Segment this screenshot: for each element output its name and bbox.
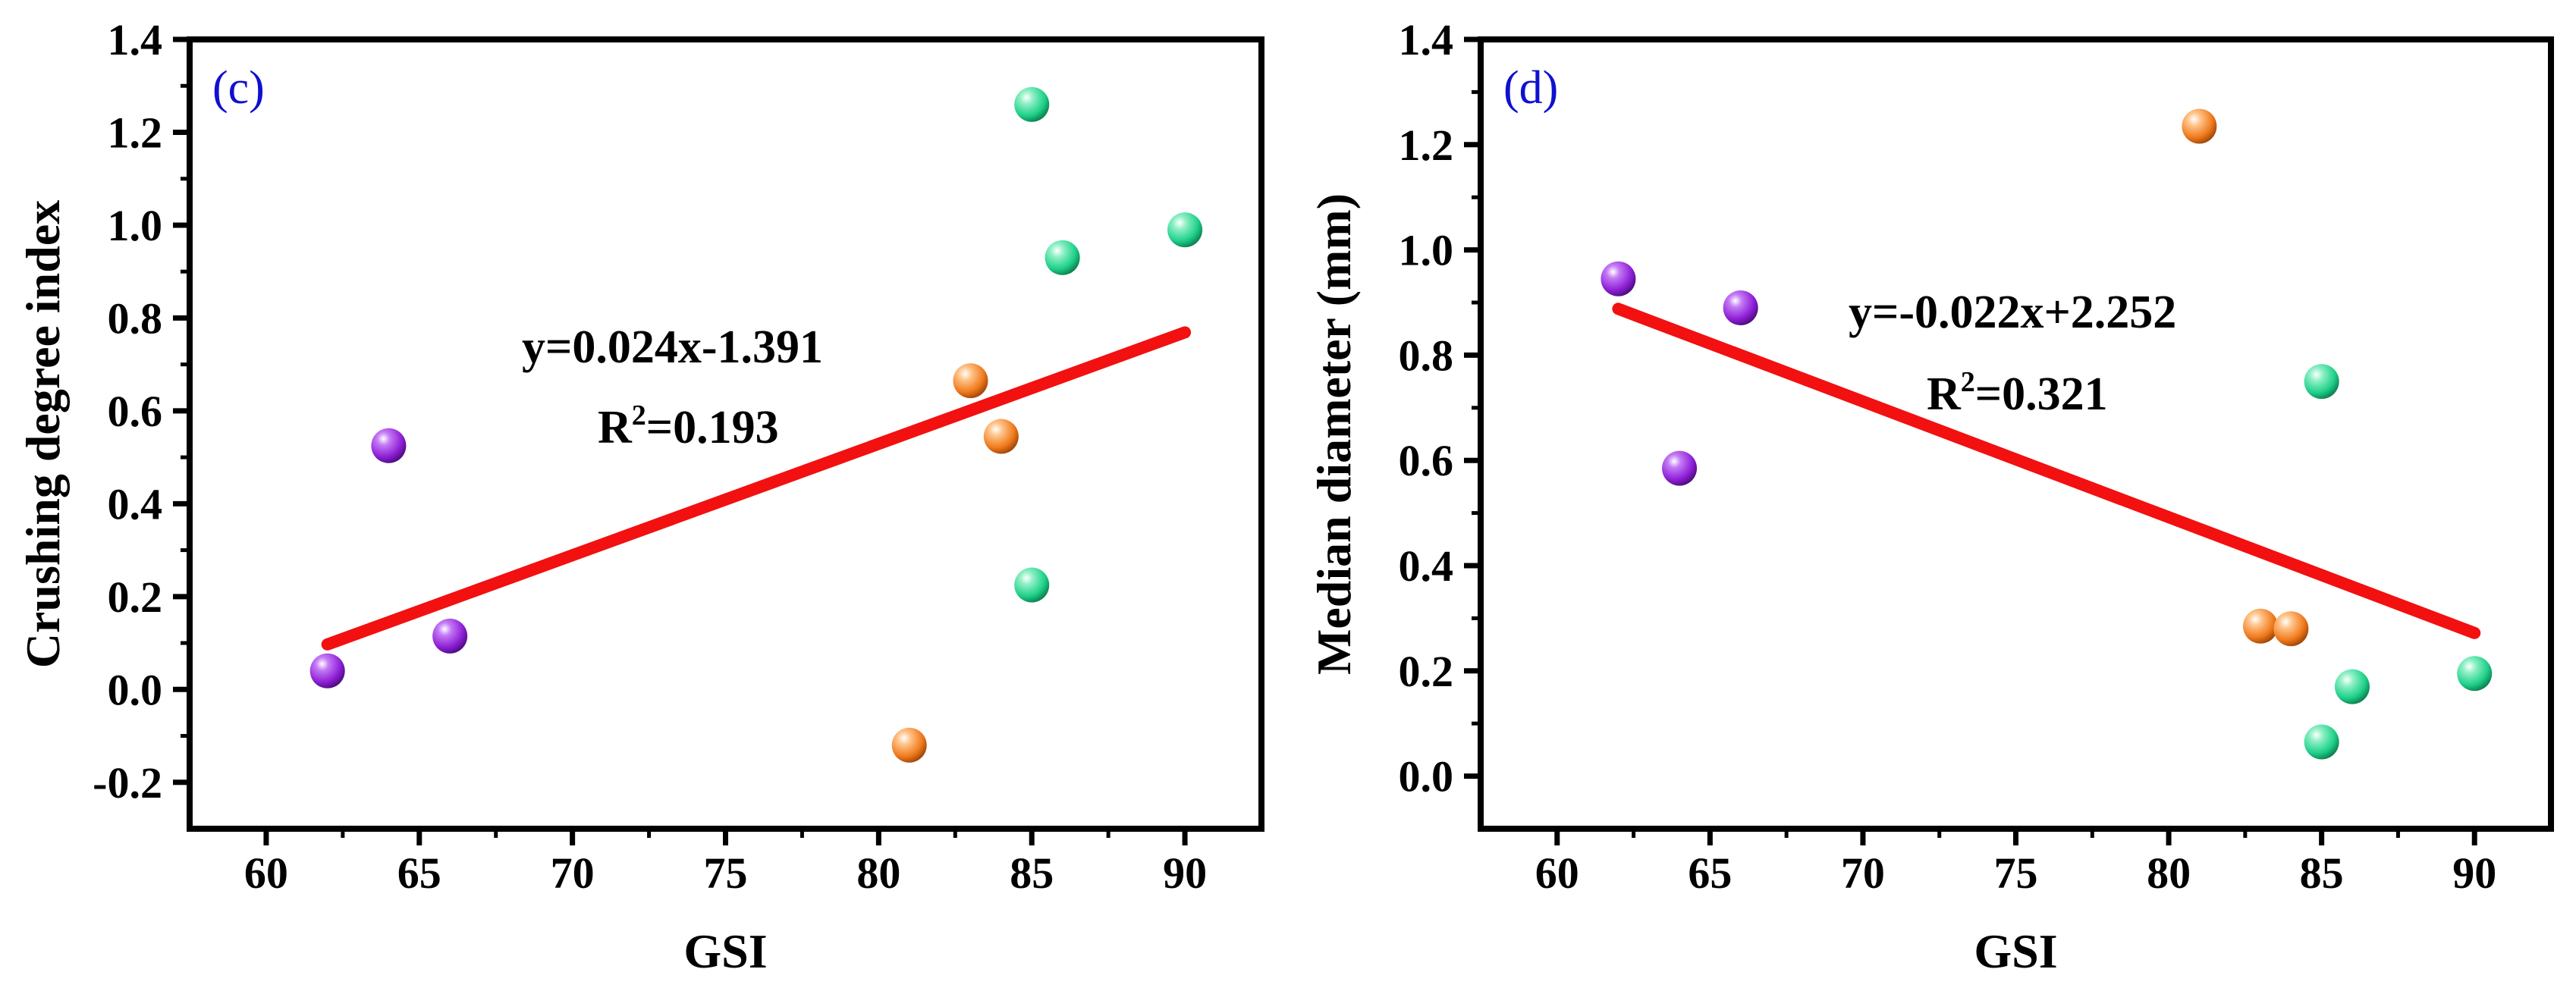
y-tick-label: -0.2	[93, 758, 162, 808]
y-tick-label: 0.4	[1399, 541, 1454, 591]
y-tick-label: 0.8	[1399, 331, 1454, 380]
x-tick-label: 80	[856, 848, 900, 898]
x-tick-label: 90	[1163, 848, 1207, 898]
r2-superscript: 2	[632, 400, 646, 431]
x-tick-label: 75	[704, 848, 748, 898]
fit-line	[1612, 303, 2481, 639]
r2-prefix: R	[1927, 368, 1962, 420]
data-point-purple	[1723, 290, 1758, 325]
data-point-purple	[1662, 450, 1698, 486]
data-point-green	[1014, 86, 1050, 122]
y-tick-label: 0.0	[108, 665, 163, 714]
r2-value: =0.321	[1975, 368, 2108, 420]
r-squared-label: R2=0.193	[598, 400, 779, 453]
y-tick-label: 0.6	[1399, 436, 1454, 485]
x-tick-label: 75	[1994, 848, 2038, 898]
x-tick-label: 90	[2452, 848, 2496, 898]
data-point-purple	[309, 653, 345, 688]
data-point-green	[2334, 669, 2370, 704]
chart-panel-c: 60 65 70 75 80 85 90 -0.2 0.0 0.2 0.4 0.6 0.8 1.0 1.2 1…	[16, 15, 1264, 978]
x-tick-label: 60	[1535, 848, 1579, 898]
fit-line	[321, 326, 1192, 651]
y-tick-label: 0.2	[1399, 647, 1454, 696]
y-tick-label: 1.0	[1399, 226, 1454, 275]
x-tick-label: 80	[2147, 848, 2191, 898]
y-tick-label: 1.2	[1399, 121, 1454, 170]
y-tick-label: 1.0	[108, 201, 163, 250]
y-axis-title: Crushing degree index	[16, 200, 70, 669]
y-tick-label: 0.8	[108, 293, 163, 343]
data-point-orange	[2182, 108, 2217, 144]
x-tick-label: 65	[1688, 848, 1732, 898]
x-tick-label: 85	[1010, 848, 1054, 898]
data-point-purple	[432, 618, 468, 654]
y-tick-label: 0.0	[1399, 752, 1454, 801]
y-tick-label: 1.4	[1399, 15, 1454, 64]
data-point-orange	[891, 727, 927, 763]
x-tick-label: 70	[1841, 848, 1885, 898]
r-squared-label: R2=0.321	[1927, 366, 2108, 420]
data-point-purple	[1601, 261, 1636, 296]
data-point-green	[2304, 724, 2339, 760]
data-point-green	[1167, 212, 1203, 248]
data-point-orange	[2273, 611, 2309, 647]
panel-label: (d)	[1503, 62, 1558, 114]
chart-panel-d: 60 65 70 75 80 85 90 0.0 0.2 0.4 0.6 0.8 1.0 1.2 1.4 (…	[1307, 15, 2554, 978]
data-point-green	[2304, 364, 2339, 400]
data-point-green	[1045, 240, 1080, 275]
data-point-orange	[953, 363, 988, 399]
data-point-orange	[2243, 608, 2279, 644]
regression-equation: y=-0.022x+2.252	[1849, 287, 2176, 338]
r2-superscript: 2	[1961, 366, 1975, 398]
r2-prefix: R	[598, 402, 633, 453]
x-tick-label: 85	[2300, 848, 2344, 898]
data-point-purple	[371, 428, 407, 463]
y-tick-label: 0.2	[108, 572, 163, 622]
x-tick-label: 70	[551, 848, 595, 898]
x-tick-label: 65	[397, 848, 441, 898]
y-tick-label: 1.4	[108, 15, 163, 64]
data-point-orange	[983, 419, 1019, 454]
plot-frame	[1478, 36, 2554, 832]
regression-equation: y=0.024x-1.391	[522, 321, 823, 373]
y-tick-label: 1.2	[108, 108, 163, 157]
y-axis-title: Median diameter (mm)	[1307, 193, 1361, 675]
y-tick-label: 0.4	[108, 479, 163, 528]
x-axis-title: GSI	[1974, 924, 2057, 978]
data-point-green	[1014, 567, 1050, 603]
y-tick-label: 0.6	[108, 387, 163, 436]
x-tick-label: 60	[244, 848, 288, 898]
panel-label: (c)	[212, 62, 265, 114]
x-axis-title: GSI	[683, 924, 767, 978]
r2-value: =0.193	[646, 402, 779, 453]
data-point-green	[2457, 656, 2493, 692]
